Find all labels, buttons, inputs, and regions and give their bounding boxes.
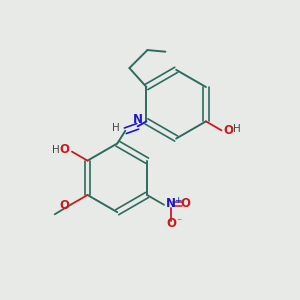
Text: +: + bbox=[174, 196, 182, 205]
Text: O: O bbox=[60, 143, 70, 157]
Text: N: N bbox=[166, 197, 176, 210]
Text: H: H bbox=[112, 122, 120, 133]
Text: ⁻: ⁻ bbox=[176, 218, 181, 227]
Text: N: N bbox=[133, 113, 143, 126]
Text: O: O bbox=[60, 199, 70, 212]
Text: O: O bbox=[180, 197, 190, 210]
Text: O: O bbox=[166, 217, 176, 230]
Text: H: H bbox=[52, 145, 60, 155]
Text: H: H bbox=[233, 124, 241, 134]
Text: O: O bbox=[224, 124, 234, 137]
